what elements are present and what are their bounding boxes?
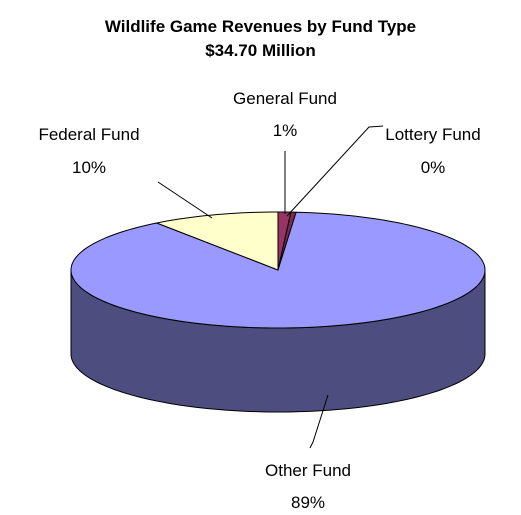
pie-top-group bbox=[70, 211, 486, 329]
pie-slice-federal-fund bbox=[154, 211, 279, 271]
leader-line-other-fund bbox=[309, 394, 329, 449]
slice-label-other-fund: Other Fund bbox=[265, 461, 351, 480]
slice-percent-lottery-fund: 0% bbox=[421, 158, 446, 177]
slice-percent-federal-fund: 10% bbox=[72, 158, 106, 177]
slice-label-lottery-fund: Lottery Fund bbox=[385, 125, 480, 144]
slice-label-federal-fund: Federal Fund bbox=[38, 125, 139, 144]
leader-line-lottery-fund bbox=[286, 125, 384, 217]
slice-percent-general-fund: 1% bbox=[273, 121, 298, 140]
slice-percent-other-fund: 89% bbox=[291, 493, 325, 512]
chart-subtitle: $34.70 Million bbox=[205, 41, 316, 60]
leader-line-federal-fund bbox=[157, 181, 213, 219]
slice-labels-group: General Fund 1% Lottery Fund 0% Other Fund 89… bbox=[38, 89, 480, 512]
leader-lines-group bbox=[157, 125, 384, 449]
chart-title: Wildlife Game Revenues by Fund Type bbox=[104, 17, 417, 36]
slice-label-general-fund: General Fund bbox=[233, 89, 337, 108]
